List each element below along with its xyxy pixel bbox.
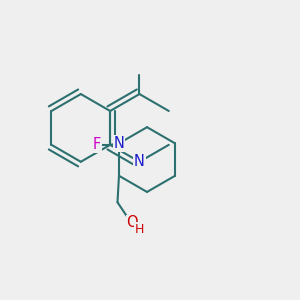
Text: F: F bbox=[93, 137, 101, 152]
Text: H: H bbox=[135, 223, 144, 236]
Text: N: N bbox=[134, 154, 145, 169]
Text: N: N bbox=[113, 136, 124, 151]
Text: O: O bbox=[126, 215, 138, 230]
